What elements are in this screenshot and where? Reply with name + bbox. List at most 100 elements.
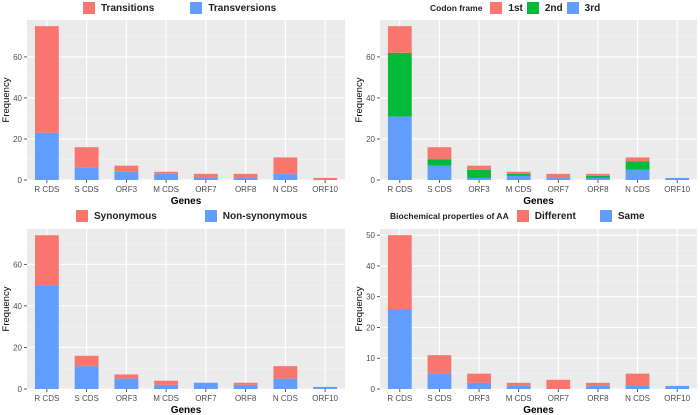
bar-n-cds-2nd: [625, 161, 650, 170]
x-tick-label: ORF7: [195, 185, 217, 194]
x-axis-title: Genes: [171, 405, 202, 415]
chart-synonymous: 0 20 40 60 R CDS S CDS ORF3 M CDS ORF7 ORF8 N CDS O…: [1, 229, 345, 415]
x-tick-label: N CDS: [273, 394, 298, 403]
legend-biochemical: Biochemical properties of AA Different S…: [390, 210, 655, 222]
bar-m-cds-same: [506, 385, 531, 389]
chart-transitions: 0 20 40 60 R CDS S CDS ORF3 M CDS ORF7 ORF8 N CDS O…: [1, 20, 345, 207]
legend-key: [204, 210, 217, 222]
y-tick-label: 0: [18, 385, 23, 394]
bar-s-cds-transversions: [74, 167, 99, 180]
y-axis-title: Frequency: [1, 286, 12, 331]
bar-n-cds-synonymous: [273, 366, 298, 379]
legend-key: [566, 2, 579, 14]
legend-synonymous: Synonymous Non-synonymous: [76, 210, 317, 222]
panel-biochemical: Biochemical properties of AA Different S…: [350, 207, 700, 415]
bar-orf3-different: [467, 373, 491, 383]
x-tick-label: ORF3: [468, 394, 490, 403]
bar-n-cds-transversions: [273, 173, 298, 180]
x-tick-label: N CDS: [625, 185, 650, 194]
bar-m-cds-2nd: [506, 173, 531, 176]
legend-item-1st: 1st: [490, 2, 523, 14]
bar-orf7-different: [546, 379, 571, 389]
panel-transitions: Transitions Transversions 0 20 40 60 R CDS S …: [0, 0, 350, 207]
y-tick-label: 40: [366, 262, 375, 271]
bar-r-cds-3rd: [387, 116, 412, 180]
x-tick-label: R CDS: [34, 185, 59, 194]
bar-orf8-transversions: [233, 177, 258, 180]
y-tick-label: 60: [13, 260, 22, 269]
x-tick-label: R CDS: [34, 394, 59, 403]
x-tick-label: M CDS: [506, 394, 532, 403]
bar-orf3-same: [467, 382, 491, 389]
y-tick-label: 60: [13, 53, 22, 62]
y-tick-label: 40: [13, 302, 22, 311]
x-tick-label: R CDS: [387, 185, 412, 194]
chart-codon-frame: 0 20 40 60 R CDS S CDS ORF3 M CDS ORF7 ORF8 N CDS O…: [354, 20, 697, 207]
bar-n-cds-1st: [625, 157, 650, 162]
legend-key: [516, 210, 529, 222]
bar-orf3-synonymous: [114, 374, 139, 379]
plot-background: [380, 229, 697, 389]
legend-key: [599, 210, 612, 222]
legend-item-different: Different: [516, 210, 576, 222]
legend-title: Biochemical properties of AA: [390, 211, 509, 221]
bar-m-cds-different: [506, 382, 531, 386]
bar-orf8-3rd: [586, 177, 610, 180]
bar-m-cds-1st: [506, 171, 531, 174]
bar-r-cds-different: [387, 235, 412, 309]
x-axis-title: Genes: [523, 196, 554, 207]
bar-orf8-1st: [586, 173, 610, 176]
y-tick-label: 20: [366, 135, 375, 144]
bar-orf7-transversions: [193, 177, 218, 180]
y-tick-label: 40: [13, 94, 22, 103]
bar-orf8-same: [586, 385, 610, 389]
legend-item-transitions: Transitions: [83, 2, 154, 14]
chart-biochemical: 0 10 20 30 40 50 R CDS S CDS ORF3 M CDS ORF7 ORF8 N …: [354, 229, 697, 415]
plot-background: [380, 20, 697, 180]
x-tick-label: S CDS: [74, 394, 98, 403]
legend-label: Different: [534, 210, 576, 222]
bar-orf10-transitions: [313, 177, 338, 180]
legend-label: Synonymous: [94, 210, 157, 222]
bar-s-cds-synonymous: [74, 355, 99, 367]
bar-orf8-non-synonymous: [233, 384, 258, 389]
x-tick-label: M CDS: [153, 185, 179, 194]
x-tick-label: ORF7: [548, 185, 570, 194]
bar-r-cds-same: [387, 309, 412, 389]
bar-orf7-1st: [546, 173, 571, 178]
legend-key: [76, 210, 88, 222]
y-tick-label: 20: [13, 135, 22, 144]
bar-orf8-transitions: [233, 173, 258, 178]
panel-synonymous: Synonymous Non-synonymous 0 20 40 60 R CDS S …: [0, 207, 350, 415]
legend-key: [526, 2, 539, 14]
legend-title: Codon frame: [430, 3, 483, 13]
bar-orf3-transversions: [114, 171, 139, 180]
bar-m-cds-non-synonymous: [154, 384, 179, 389]
y-axis-title: Frequency: [354, 77, 365, 122]
bar-m-cds-transversions: [154, 173, 179, 180]
bar-r-cds-2nd: [387, 52, 412, 117]
y-tick-label: 20: [366, 323, 375, 332]
bar-orf7-3rd: [546, 177, 571, 180]
x-tick-label: M CDS: [506, 185, 532, 194]
legend-item-3rd: 3rd: [566, 2, 600, 14]
bar-n-cds-non-synonymous: [273, 378, 298, 389]
bar-n-cds-different: [625, 373, 650, 386]
bar-r-cds-synonymous: [34, 235, 59, 286]
x-axis-title: Genes: [523, 405, 554, 415]
x-tick-label: ORF3: [116, 185, 138, 194]
bar-s-cds-2nd: [427, 159, 452, 166]
legend-key: [490, 2, 503, 14]
x-tick-label: ORF10: [312, 394, 338, 403]
legend-item-non-synonymous: Non-synonymous: [204, 210, 308, 222]
bar-r-cds-transversions: [34, 132, 59, 180]
x-tick-label: R CDS: [387, 394, 412, 403]
x-tick-label: S CDS: [74, 185, 98, 194]
legend-label: Non-synonymous: [222, 210, 308, 222]
legend-item-2nd: 2nd: [526, 2, 563, 14]
x-tick-label: S CDS: [427, 185, 451, 194]
bar-orf3-transitions: [114, 165, 139, 172]
bar-s-cds-3rd: [427, 165, 452, 180]
bar-orf8-2nd: [586, 175, 610, 178]
legend-label: Transitions: [101, 2, 155, 14]
